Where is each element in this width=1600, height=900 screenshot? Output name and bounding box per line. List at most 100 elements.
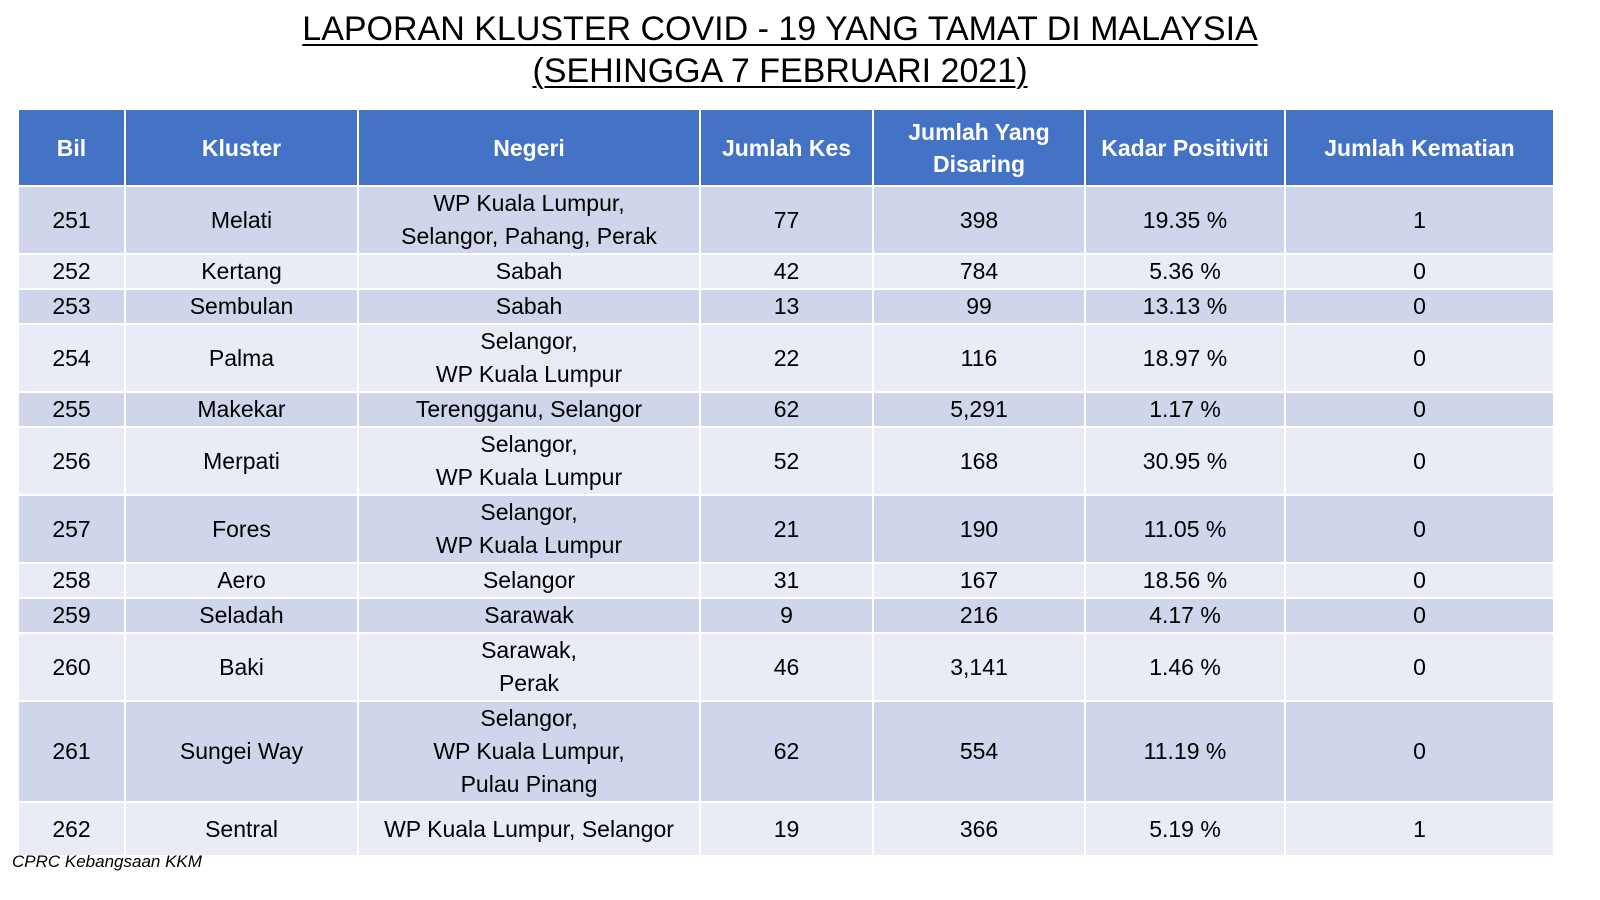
cell-negeri: Selangor [357,562,701,599]
header-bil: Bil [17,108,126,187]
cell-jumlah-disaring: 3,141 [872,632,1086,702]
table-body: 251 Melati WP Kuala Lumpur, Selangor, Pahan… [17,185,1555,857]
cell-negeri: Selangor, WP Kuala Lumpur [357,323,701,393]
cell-bil: 260 [17,632,126,702]
negeri-line: Selangor, [480,431,578,457]
title-line-1: LAPORAN KLUSTER COVID - 19 YANG TAMAT DI… [302,10,1258,48]
table-row: 251 Melati WP Kuala Lumpur, Selangor, Pahan… [17,185,1555,255]
negeri-line: Terengganu, Selangor [415,396,643,422]
table-row: 259 Seladah Sarawak 9 216 4.17 % 0 [17,597,1555,634]
cell-negeri: Selangor, WP Kuala Lumpur, Pulau Pinang [357,700,701,803]
table-row: 261 Sungei Way Selangor, WP Kuala Lumpur, Pu… [17,700,1555,803]
cell-bil: 251 [17,185,126,255]
cell-jumlah-kematian: 0 [1284,700,1555,803]
table-row: 262 Sentral WP Kuala Lumpur, Selangor 19 366… [17,801,1555,857]
table-row: 260 Baki Sarawak, Perak 46 3,141 1.46 % 0 [17,632,1555,702]
header-kluster: Kluster [124,108,359,187]
cell-jumlah-kes: 9 [699,597,874,634]
cell-negeri: Sarawak [357,597,701,634]
table-row: 258 Aero Selangor 31 167 18.56 % 0 [17,562,1555,599]
cell-jumlah-disaring: 366 [872,801,1086,857]
negeri-line: WP Kuala Lumpur [435,464,623,490]
cell-jumlah-disaring: 167 [872,562,1086,599]
cell-negeri: Selangor, WP Kuala Lumpur [357,426,701,496]
table-header-row: Bil Kluster Negeri Jumlah Kes Jumlah Yan… [17,108,1555,187]
negeri-line: WP Kuala Lumpur [435,361,623,387]
cell-jumlah-kes: 31 [699,562,874,599]
cell-jumlah-kematian: 0 [1284,323,1555,393]
cell-kluster: Palma [124,323,359,393]
cell-bil: 257 [17,494,126,564]
cell-kadar-positiviti: 19.35 % [1084,185,1286,255]
cell-jumlah-kes: 21 [699,494,874,564]
cell-jumlah-kes: 13 [699,288,874,325]
negeri-line: WP Kuala Lumpur, [433,738,625,764]
header-negeri: Negeri [357,108,701,187]
cell-kluster: Merpati [124,426,359,496]
cell-jumlah-disaring: 168 [872,426,1086,496]
cell-bil: 259 [17,597,126,634]
cell-jumlah-kes: 77 [699,185,874,255]
source-note: CPRC Kebangsaan KKM [12,852,202,871]
cell-bil: 256 [17,426,126,496]
cell-jumlah-kematian: 0 [1284,288,1555,325]
negeri-line: Pulau Pinang [460,771,598,797]
negeri-line: Selangor, [480,328,578,354]
header-jumlah-kematian: Jumlah Kematian [1284,108,1555,187]
table-row: 255 Makekar Terengganu, Selangor 62 5,291 1.1… [17,391,1555,428]
negeri-line: Sabah [495,293,563,319]
cell-jumlah-kes: 22 [699,323,874,393]
cell-kluster: Sentral [124,801,359,857]
cell-jumlah-kematian: 1 [1284,801,1555,857]
negeri-line: Sarawak [484,602,574,628]
negeri-line: Selangor, [480,499,578,525]
cell-jumlah-kes: 52 [699,426,874,496]
cell-kluster: Sungei Way [124,700,359,803]
cell-jumlah-disaring: 5,291 [872,391,1086,428]
negeri-line: Perak [498,670,560,696]
table-row: 256 Merpati Selangor, WP Kuala Lumpur 52 168 3… [17,426,1555,496]
cell-jumlah-kematian: 0 [1284,562,1555,599]
cell-negeri: Sarawak, Perak [357,632,701,702]
cell-jumlah-kematian: 0 [1284,253,1555,290]
cell-negeri: Terengganu, Selangor [357,391,701,428]
cell-jumlah-kes: 46 [699,632,874,702]
cell-jumlah-kematian: 0 [1284,494,1555,564]
cell-kadar-positiviti: 11.19 % [1084,700,1286,803]
cell-kadar-positiviti: 5.19 % [1084,801,1286,857]
cell-kadar-positiviti: 18.97 % [1084,323,1286,393]
negeri-line: WP Kuala Lumpur [435,532,623,558]
cell-jumlah-disaring: 216 [872,597,1086,634]
cell-jumlah-kes: 42 [699,253,874,290]
cell-kluster: Seladah [124,597,359,634]
negeri-line: Sarawak, [481,637,577,663]
cell-negeri: Selangor, WP Kuala Lumpur [357,494,701,564]
cell-kluster: Kertang [124,253,359,290]
cell-jumlah-kematian: 0 [1284,426,1555,496]
cell-jumlah-kes: 62 [699,700,874,803]
negeri-line: WP Kuala Lumpur, [433,190,625,216]
cell-kadar-positiviti: 30.95 % [1084,426,1286,496]
cell-jumlah-disaring: 190 [872,494,1086,564]
cell-jumlah-kematian: 0 [1284,632,1555,702]
header-jumlah-kes: Jumlah Kes [699,108,874,187]
cell-jumlah-kematian: 0 [1284,597,1555,634]
cell-kluster: Fores [124,494,359,564]
negeri-line: Selangor [482,567,576,593]
table-row: 253 Sembulan Sabah 13 99 13.13 % 0 [17,288,1555,325]
cell-negeri: WP Kuala Lumpur, Selangor [357,801,701,857]
cell-jumlah-disaring: 398 [872,185,1086,255]
cell-kadar-positiviti: 18.56 % [1084,562,1286,599]
negeri-line: Sabah [495,258,563,284]
cell-kluster: Aero [124,562,359,599]
cell-jumlah-kematian: 0 [1284,391,1555,428]
cell-jumlah-disaring: 99 [872,288,1086,325]
cell-bil: 254 [17,323,126,393]
cell-kluster: Baki [124,632,359,702]
title-line-2: (SEHINGGA 7 FEBRUARI 2021) [532,52,1028,90]
cell-jumlah-kematian: 1 [1284,185,1555,255]
cell-negeri: Sabah [357,253,701,290]
cell-kadar-positiviti: 4.17 % [1084,597,1286,634]
cell-bil: 255 [17,391,126,428]
header-jumlah-disaring: Jumlah Yang Disaring [872,108,1086,187]
